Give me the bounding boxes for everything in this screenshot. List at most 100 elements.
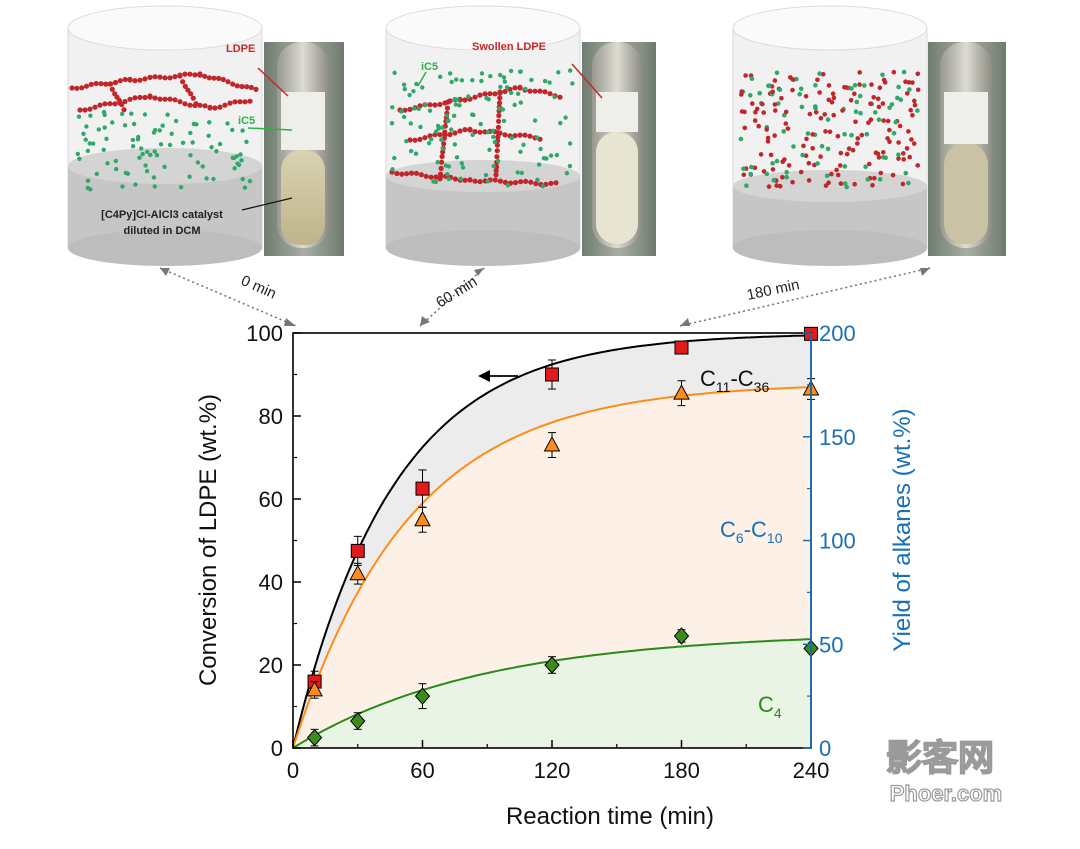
chain-bead xyxy=(482,91,488,97)
molecule xyxy=(772,102,778,107)
chain-bead xyxy=(407,137,413,143)
molecule xyxy=(744,183,749,188)
panel-0-min: LDPE iC5 [C4Py]Cl-AlCl3 catalyst diluted… xyxy=(67,5,344,266)
molecule xyxy=(492,139,498,145)
molecule xyxy=(85,185,90,191)
chain-bead xyxy=(497,95,503,101)
molecule xyxy=(454,77,459,82)
molecule xyxy=(498,72,503,78)
point-c4 xyxy=(544,656,560,674)
mixed-molecules xyxy=(738,69,921,190)
molecule xyxy=(105,161,110,166)
chain-bead xyxy=(492,91,498,97)
molecule xyxy=(541,156,547,161)
molecule xyxy=(504,85,510,90)
molecule xyxy=(501,75,507,80)
molecule xyxy=(188,153,193,158)
chain-bead xyxy=(423,173,429,179)
molecule xyxy=(88,113,93,118)
molecule xyxy=(173,118,179,124)
chain-bead xyxy=(437,132,443,138)
label-swollen-ldpe: Swollen LDPE xyxy=(472,41,546,53)
molecule xyxy=(234,154,239,159)
molecule xyxy=(460,165,466,170)
chain-bead xyxy=(239,83,245,90)
molecule xyxy=(130,144,136,149)
chain-bead xyxy=(185,87,191,93)
molecule xyxy=(439,137,444,142)
molecule xyxy=(502,79,507,84)
ldpe-chains xyxy=(69,71,259,113)
chain-bead xyxy=(157,96,163,102)
molecule xyxy=(521,142,526,147)
marker-diamond xyxy=(414,687,431,705)
chain-bead xyxy=(494,154,500,160)
chain-bead xyxy=(477,129,483,135)
molecule xyxy=(853,109,859,114)
chain-bead xyxy=(107,101,113,107)
x-axis-label: Reaction time (min) xyxy=(506,803,714,830)
molecule xyxy=(783,121,789,126)
molecule xyxy=(855,136,861,141)
chain-bead xyxy=(182,101,188,107)
test-tube-photo-2 xyxy=(928,42,1006,256)
molecule xyxy=(906,129,911,134)
panel-60-min: Swollen LDPE iC5 xyxy=(385,5,656,266)
y-tick-label-right: 50 xyxy=(819,632,843,657)
chain-bead xyxy=(477,92,483,98)
molecule xyxy=(764,171,770,177)
molecule xyxy=(758,152,764,157)
molecule xyxy=(739,109,745,114)
chain-bead xyxy=(462,127,468,133)
chain-bead xyxy=(467,177,473,183)
molecule xyxy=(209,145,214,150)
molecule xyxy=(143,163,148,168)
chain-bead xyxy=(127,77,133,83)
chain-bead xyxy=(497,178,503,184)
molecule xyxy=(838,150,844,156)
molecule xyxy=(408,148,414,154)
molecule xyxy=(487,147,492,152)
fill-c4 xyxy=(293,639,811,748)
molecule xyxy=(826,97,832,103)
molecule xyxy=(140,151,145,157)
molecule xyxy=(900,181,906,187)
chain-bead xyxy=(152,95,158,101)
chain-bead xyxy=(439,153,445,160)
molecule xyxy=(414,81,419,87)
molecule xyxy=(889,102,895,107)
molecule xyxy=(877,177,883,182)
molecule xyxy=(160,123,165,128)
marker-diamond xyxy=(350,712,366,730)
chain-bead xyxy=(211,75,217,81)
chain-bead xyxy=(192,72,198,78)
molecule xyxy=(204,176,209,181)
chain-bead xyxy=(467,127,473,133)
molecule xyxy=(435,160,440,165)
molecule xyxy=(848,98,854,103)
molecule xyxy=(518,100,523,105)
y-tick-label-right: 0 xyxy=(819,736,831,761)
molecule xyxy=(880,101,886,106)
chain-bead xyxy=(457,128,463,134)
marker-diamond xyxy=(306,728,323,747)
molecule xyxy=(416,106,421,112)
molecule xyxy=(822,112,827,117)
molecule xyxy=(548,153,554,158)
molecule xyxy=(435,123,441,129)
point-c6-c10 xyxy=(349,562,367,585)
molecule xyxy=(236,162,242,168)
chain-bead xyxy=(247,98,253,104)
molecule xyxy=(875,151,881,157)
molecule xyxy=(863,164,868,169)
chain-bead xyxy=(408,170,415,176)
molecule xyxy=(835,133,841,139)
chain-bead xyxy=(399,171,405,177)
molecule xyxy=(512,102,517,108)
molecule xyxy=(829,171,834,177)
molecule xyxy=(404,139,409,144)
molecule xyxy=(784,174,789,180)
chain-bead xyxy=(230,81,236,87)
